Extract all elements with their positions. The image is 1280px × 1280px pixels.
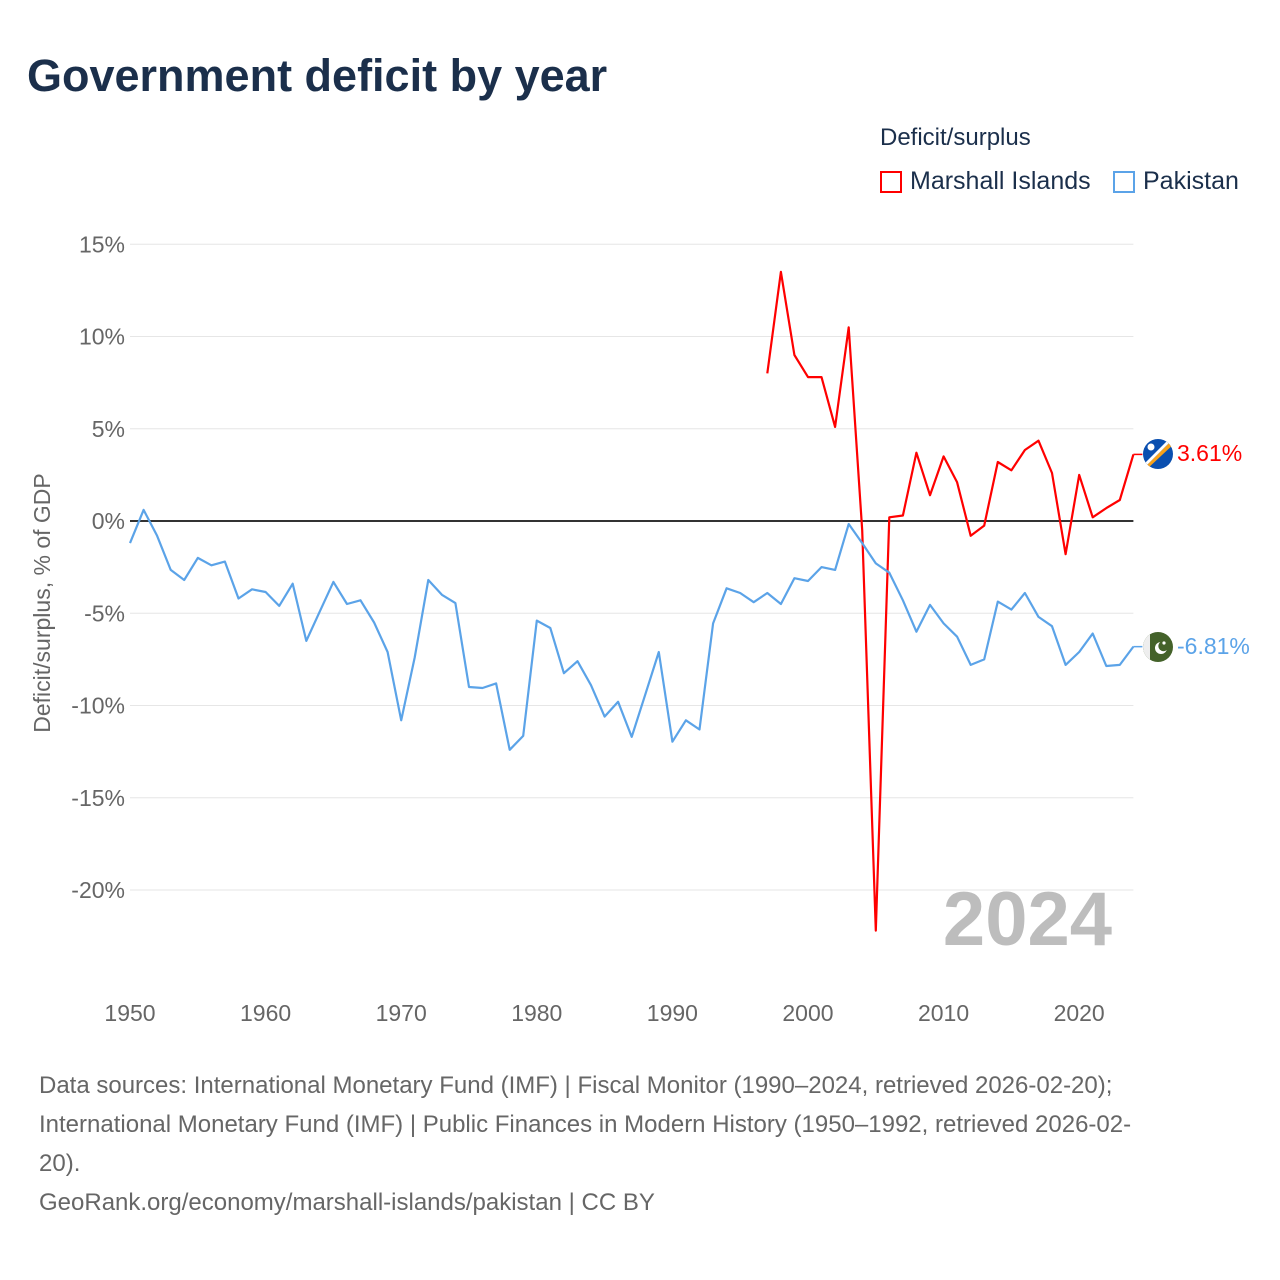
- legend-label: Pakistan: [1143, 167, 1239, 195]
- x-tick-label: 2020: [1054, 1000, 1105, 1026]
- legend-label: Marshall Islands: [910, 167, 1091, 195]
- footer: Data sources: International Monetary Fun…: [39, 1066, 1239, 1222]
- marshall-islands-flag-icon: [1143, 439, 1173, 469]
- x-tick-label: 1990: [647, 1000, 698, 1026]
- source-line: Data sources: International Monetary Fun…: [39, 1072, 1113, 1099]
- legend-item-pakistan[interactable]: Pakistan: [1113, 167, 1239, 196]
- y-axis-label: Deficit/surplus, % of GDP: [29, 473, 55, 732]
- legend-item-marshall-islands[interactable]: Marshall Islands: [880, 167, 1091, 196]
- source-line: International Monetary Fund (IMF) | Publ…: [39, 1111, 1132, 1138]
- y-tick-label: -20%: [71, 877, 125, 903]
- end-label-pakistan: -6.81%: [1177, 633, 1250, 659]
- attribution-link[interactable]: GeoRank.org/economy/marshall-islands/pak…: [39, 1189, 655, 1216]
- y-tick-label: 15%: [79, 231, 125, 257]
- series-line-pakistan[interactable]: [128, 508, 1135, 751]
- source-line: 20).: [39, 1150, 81, 1177]
- y-tick-label: -15%: [71, 785, 125, 811]
- pakistan-flag-icon: [1143, 632, 1173, 662]
- x-tick-label: 1950: [104, 1000, 155, 1026]
- series-line-marshall-islands[interactable]: [766, 270, 1135, 932]
- chart-title: Government deficit by year: [27, 50, 608, 101]
- y-tick-label: 0%: [92, 508, 125, 534]
- y-tick-label: -10%: [71, 693, 125, 719]
- legend-title: Deficit/surplus: [880, 124, 1031, 151]
- y-tick-label: 10%: [79, 324, 125, 350]
- x-tick-label: 2000: [782, 1000, 833, 1026]
- y-tick-label: 5%: [92, 416, 125, 442]
- x-tick-label: 1970: [376, 1000, 427, 1026]
- legend-swatch-pakistan: [1113, 170, 1135, 193]
- x-tick-label: 2010: [918, 1000, 969, 1026]
- legend-swatch-marshall-islands: [880, 170, 902, 193]
- line-chart: 15% 10% 5% 0% -5% -10% -15% -20% 1950 1960 1970 19…: [29, 231, 1250, 1026]
- x-tick-label: 1980: [511, 1000, 562, 1026]
- y-tick-label: -5%: [84, 600, 125, 626]
- end-label-marshall-islands: 3.61%: [1177, 440, 1242, 466]
- x-tick-label: 1960: [240, 1000, 291, 1026]
- year-watermark: 2024: [943, 877, 1112, 962]
